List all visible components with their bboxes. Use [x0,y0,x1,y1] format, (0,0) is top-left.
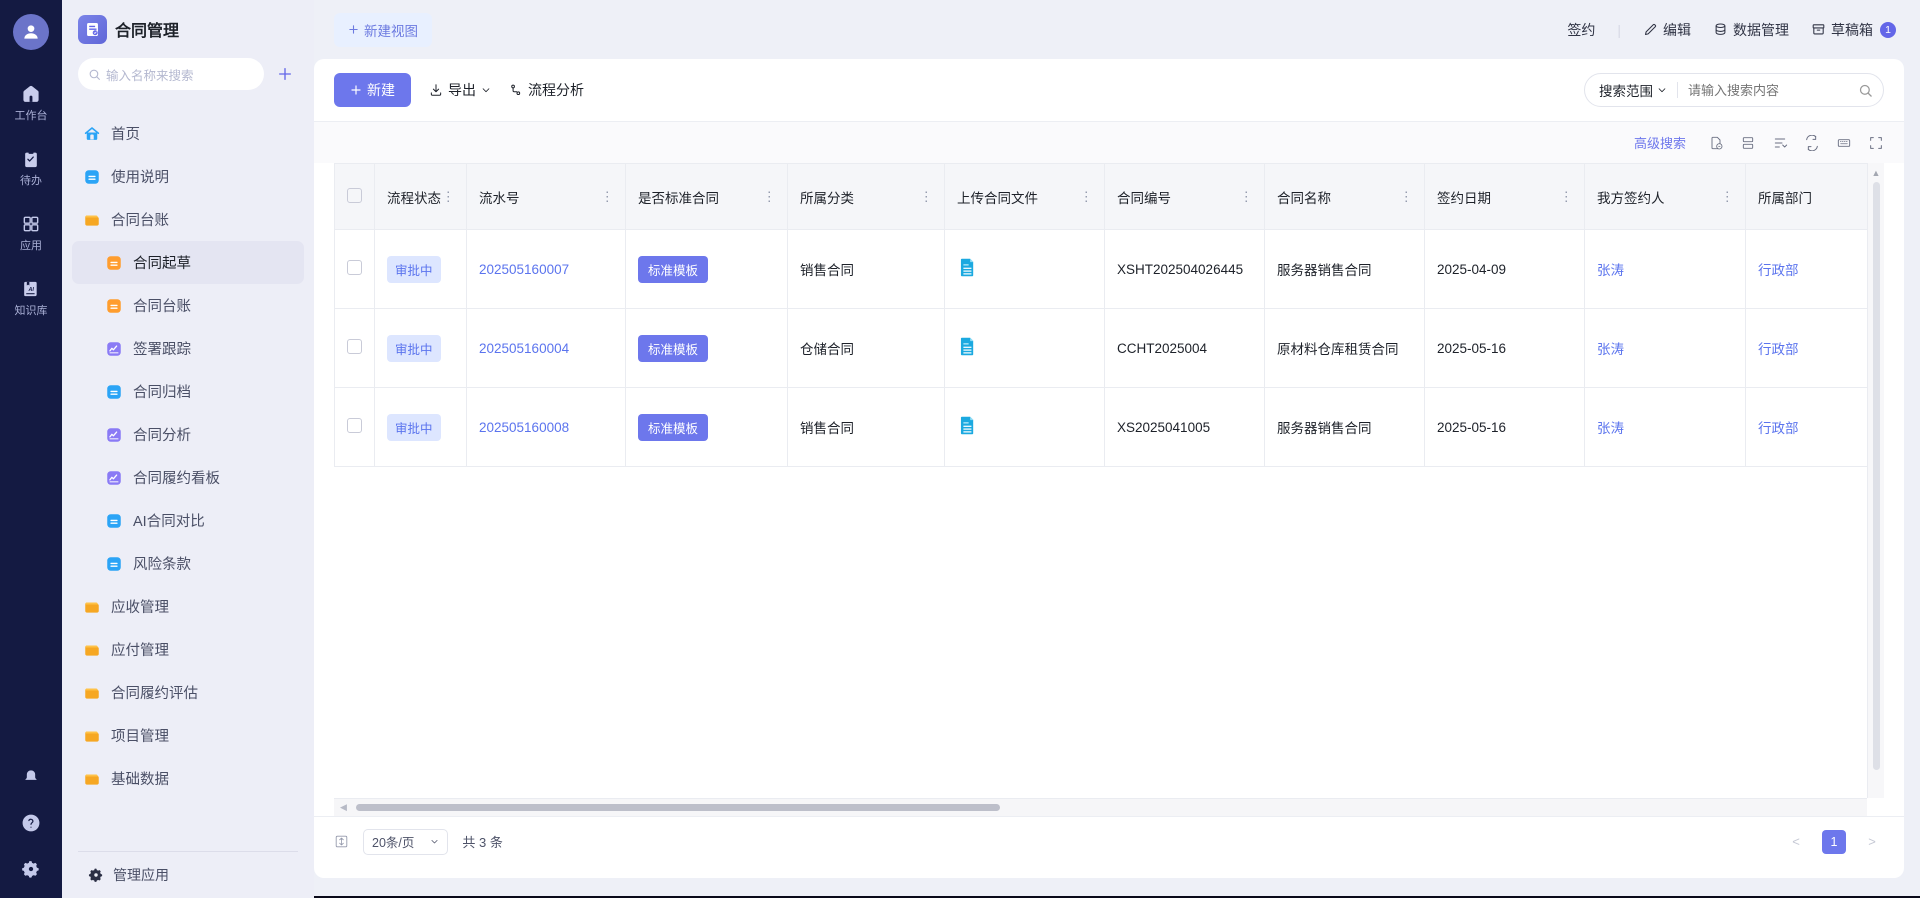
svg-text:AI: AI [27,287,34,293]
